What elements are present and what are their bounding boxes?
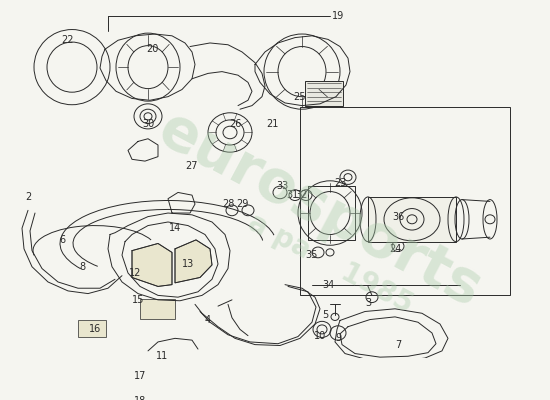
Text: 15: 15 [132,295,144,305]
Bar [305,80,343,106]
Text: a pa    1985: a pa 1985 [243,209,417,319]
Text: 11: 11 [156,351,168,361]
Bar [300,108,510,295]
Text: 9: 9 [335,333,341,343]
Text: 34: 34 [322,280,334,290]
Text: 6: 6 [59,235,65,245]
Text: 8: 8 [79,262,85,272]
Text: 21: 21 [266,118,278,128]
Text: 31: 31 [286,190,298,200]
Text: 25: 25 [294,92,306,102]
Bar [122,369,154,387]
Text: 12: 12 [129,268,141,278]
Text: 35: 35 [306,250,318,260]
Text: 30: 30 [142,118,154,128]
Text: 14: 14 [169,223,181,233]
Text: 19: 19 [332,11,344,21]
Text: 4: 4 [205,316,211,326]
Text: 13: 13 [182,259,194,269]
Text: 2: 2 [25,192,31,202]
Text: 7: 7 [395,340,401,350]
Text: 5: 5 [322,310,328,320]
Text: 22: 22 [62,35,74,45]
Text: 20: 20 [146,44,158,54]
Bar [118,389,156,400]
Text: eurosports: eurosports [148,101,492,320]
Bar [140,299,175,319]
Text: 24: 24 [389,244,401,254]
Text: 33: 33 [276,181,288,191]
Text: 17: 17 [134,371,146,381]
Text: 18: 18 [134,396,146,400]
Text: 3: 3 [365,298,371,308]
Text: 27: 27 [186,160,198,170]
Bar [78,320,106,336]
Text: 36: 36 [392,212,404,222]
Text: 16: 16 [89,324,101,334]
Polygon shape [132,244,172,286]
Text: 29: 29 [236,199,248,209]
Polygon shape [175,240,212,283]
Text: 32: 32 [296,190,308,200]
Text: 10: 10 [314,331,326,341]
Bar [368,197,456,242]
Text: 28: 28 [222,199,234,209]
Text: 26: 26 [229,118,241,128]
Text: 23: 23 [334,178,346,188]
